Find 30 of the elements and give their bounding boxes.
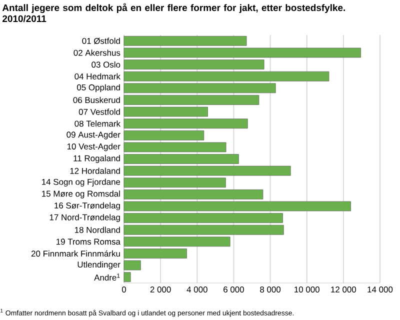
y-tick-label: 02 Akershus	[74, 50, 120, 56]
x-tick-label: 4 000	[186, 286, 208, 293]
y-tick-label: 12 Hordaland	[70, 168, 120, 174]
y-tick-label: Andre$^{1}$	[94, 274, 120, 281]
x-tick-label: 0	[122, 286, 126, 293]
y-tick-label: 18 Nordland	[74, 226, 120, 233]
y-tick-label: 17 Nord-Trøndelag	[50, 214, 120, 222]
y-tick-label: 19 Troms Romsa	[56, 238, 120, 245]
y-tick-label: 14 Sogn og Fjordane	[42, 178, 120, 187]
y-tick-label: 16 Sør-Trøndelag	[54, 202, 120, 210]
y-tick-label: 01 Østfold	[82, 38, 120, 44]
x-tick-label: 8 000	[260, 286, 281, 293]
y-tick-label: 07 Vestfold	[78, 108, 120, 115]
y-tick-label: 15 Møre og Romsdal	[42, 190, 120, 198]
y-tick-label: 09 Aust-Agder	[66, 131, 120, 140]
y-tick-label: 04 Hedmark	[74, 73, 120, 80]
chart-title: Antall jegere som deltok på en eller flere former for jakt, etter bostedsfylke. 2010/2011	[2, 3, 345, 22]
x-tick-label: 14 000	[368, 286, 393, 293]
y-tick-label: Utlendinger	[78, 261, 120, 270]
y-tick-label: 11 Rogaland	[74, 155, 120, 163]
x-tick-label: 12 000	[331, 286, 356, 293]
x-tick-label: 6 000	[224, 286, 244, 293]
y-tick-label: 20 Finnmark Finnmárku	[31, 250, 120, 257]
y-tick-label: 10 Vest-Agder	[67, 143, 120, 152]
x-tick-label: 10 000	[294, 286, 320, 293]
y-tick-label: 08 Telemark	[74, 120, 120, 127]
y-tick-label: 05 Oppland	[77, 84, 120, 92]
x-tick-label: 2 000	[150, 286, 171, 293]
y-tick-label: 06 Buskerud	[73, 96, 120, 104]
y-tick-label: 03 Oslo	[92, 61, 120, 68]
